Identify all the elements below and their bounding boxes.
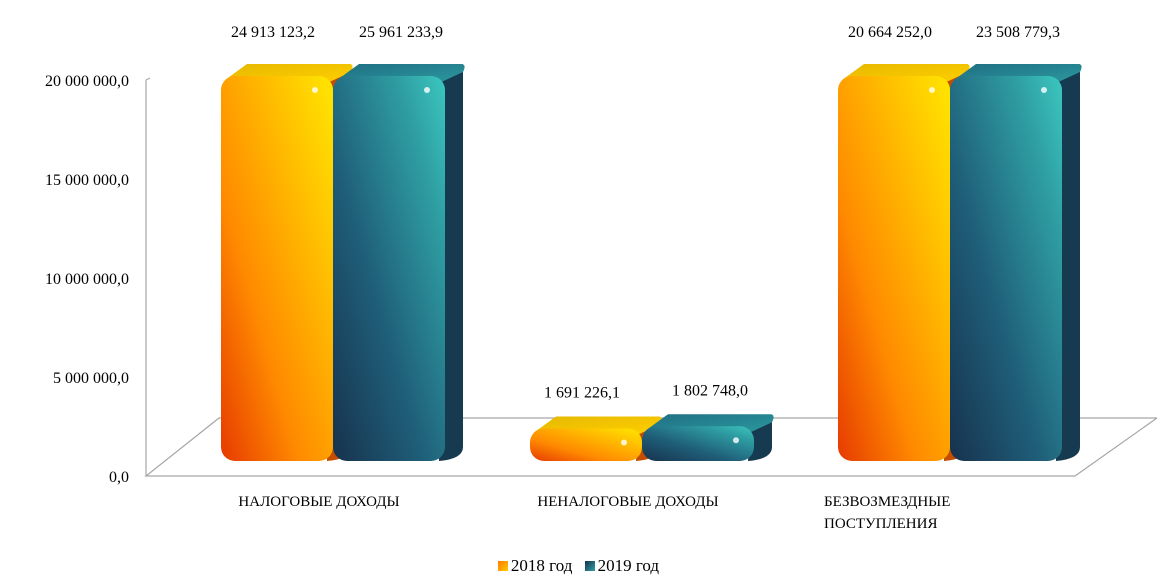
legend: 2018 год 2019 год (0, 556, 1157, 576)
legend-item-2019: 2019 год (584, 556, 660, 576)
y-axis-back-line (145, 77, 151, 81)
y-tick-label: 5 000 000,0 (53, 370, 129, 387)
bar-2-0 (838, 64, 970, 461)
bar-0-0 (221, 64, 353, 461)
y-tick-label: 20 000 000,0 (45, 73, 129, 90)
y-tick-label: 10 000 000,0 (45, 271, 129, 288)
data-label: 25 961 233,9 (359, 24, 443, 41)
bar-highlight (312, 87, 318, 93)
y-tick-labels: 0,0 5 000 000,0 10 000 000,0 15 000 000,0 20… (45, 73, 129, 486)
legend-swatch-2019 (584, 561, 595, 571)
legend-swatch-2018 (497, 561, 508, 571)
bar-highlight (424, 87, 430, 93)
bar-highlight (733, 437, 739, 444)
category-label: НАЛОГОВЫЕ ДОХОДЫ (238, 494, 399, 510)
bars-group (221, 64, 1082, 461)
bar-front (838, 76, 950, 461)
bar-front (950, 76, 1062, 461)
chart-axes (144, 77, 1157, 477)
legend-label-2019: 2019 год (597, 556, 660, 575)
category-label: НЕНАЛОГОВЫЕ ДОХОДЫ (537, 494, 718, 510)
data-label: 24 913 123,2 (231, 24, 315, 41)
data-labels-group: 24 913 123,2 25 961 233,9 1 691 226,1 1 802… (231, 24, 1060, 401)
legend-item-2018: 2018 год (497, 556, 573, 576)
bar-highlight (929, 87, 935, 93)
bar-highlight (621, 439, 627, 446)
category-label: ПОСТУПЛЕНИЯ (824, 516, 937, 532)
bar-1-0 (530, 416, 662, 461)
bar-front (333, 76, 445, 461)
y-tick-label: 0,0 (109, 469, 129, 486)
bar-front (530, 428, 642, 461)
y-tick-label: 15 000 000,0 (45, 172, 129, 189)
legend-label-2018: 2018 год (510, 556, 573, 575)
category-label: БЕЗВОЗМЕЗДНЫЕ (824, 494, 950, 510)
bar-1-1 (642, 414, 774, 461)
bar-0-1 (333, 64, 465, 461)
data-label: 23 508 779,3 (976, 24, 1060, 41)
bar-front (221, 76, 333, 461)
category-labels-group: НАЛОГОВЫЕ ДОХОДЫ НЕНАЛОГОВЫЕ ДОХОДЫ БЕЗВОЗ… (238, 494, 950, 532)
bar-2-1 (950, 64, 1082, 461)
bar-front (642, 426, 754, 461)
data-label: 1 802 748,0 (672, 382, 748, 399)
bar-highlight (1041, 87, 1047, 93)
data-label: 1 691 226,1 (544, 384, 620, 401)
floor-plane (144, 417, 1157, 477)
data-label: 20 664 252,0 (848, 24, 932, 41)
